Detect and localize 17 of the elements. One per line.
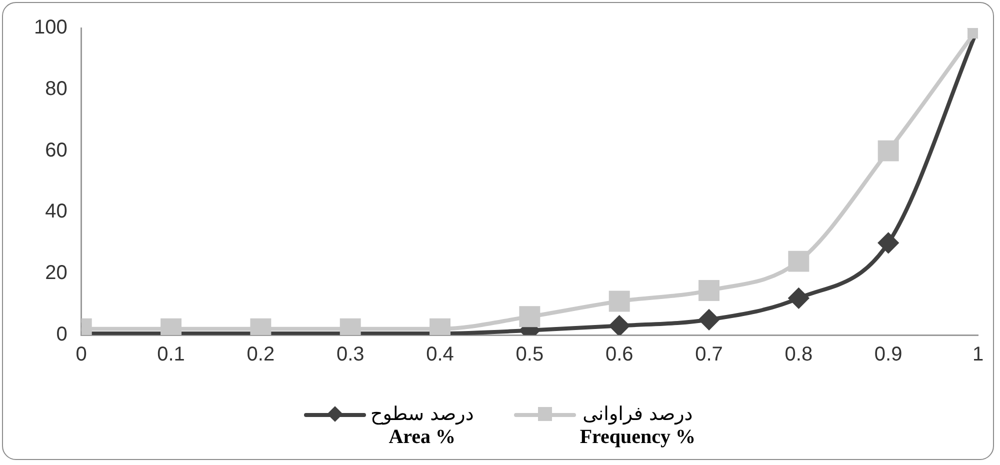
x-tick-label: 0.3: [336, 344, 364, 366]
x-tick-label: 0.4: [426, 344, 454, 366]
x-tick-label: 0.1: [157, 344, 185, 366]
x-tick-label: 0.8: [784, 344, 813, 366]
x-tick-label: 0: [76, 344, 87, 366]
y-tick-label: 60: [45, 139, 68, 162]
y-tick-label: 80: [45, 78, 68, 100]
y-tick-label: 0: [56, 324, 68, 346]
x-tick-label: 1: [972, 344, 984, 366]
y-tick-label: 20: [45, 262, 68, 284]
x-tick-label: 0.2: [246, 344, 275, 366]
x-tick-label: 0.5: [516, 344, 544, 366]
x-tick-label: 0.6: [605, 344, 634, 366]
x-tick-label: 0.9: [874, 344, 902, 366]
y-tick-label: 40: [45, 200, 68, 223]
x-tick-label: 0.7: [695, 344, 723, 366]
y-tick-label: 100: [34, 16, 68, 39]
